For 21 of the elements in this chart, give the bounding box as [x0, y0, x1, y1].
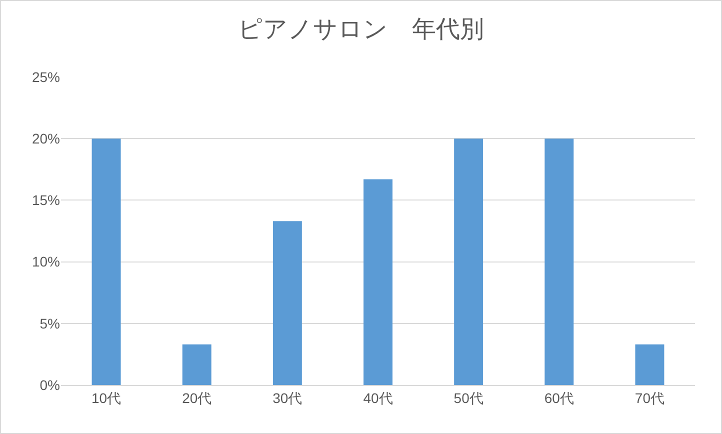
x-tick-label: 60代	[544, 390, 574, 406]
y-tick-label: 10%	[32, 254, 60, 270]
bar	[544, 138, 574, 385]
bar	[182, 344, 212, 385]
y-tick-label: 15%	[32, 192, 60, 208]
chart-title: ピアノサロン 年代別	[238, 16, 484, 44]
x-tick-label: 50代	[454, 390, 484, 406]
bar	[454, 138, 484, 385]
bar	[272, 221, 302, 385]
x-tick-label: 30代	[272, 390, 302, 406]
x-tick-label: 20代	[182, 390, 212, 406]
bar	[92, 138, 121, 385]
x-tick-label: 40代	[363, 390, 393, 406]
y-tick-label: 5%	[40, 315, 60, 332]
x-tick-label: 70代	[634, 390, 664, 406]
y-tick-label: 20%	[32, 130, 60, 146]
bar	[635, 344, 664, 385]
y-tick-label: 0%	[40, 376, 60, 393]
x-tick-label: 10代	[92, 390, 122, 406]
bar	[364, 179, 392, 385]
y-tick-label: 25%	[32, 68, 60, 85]
